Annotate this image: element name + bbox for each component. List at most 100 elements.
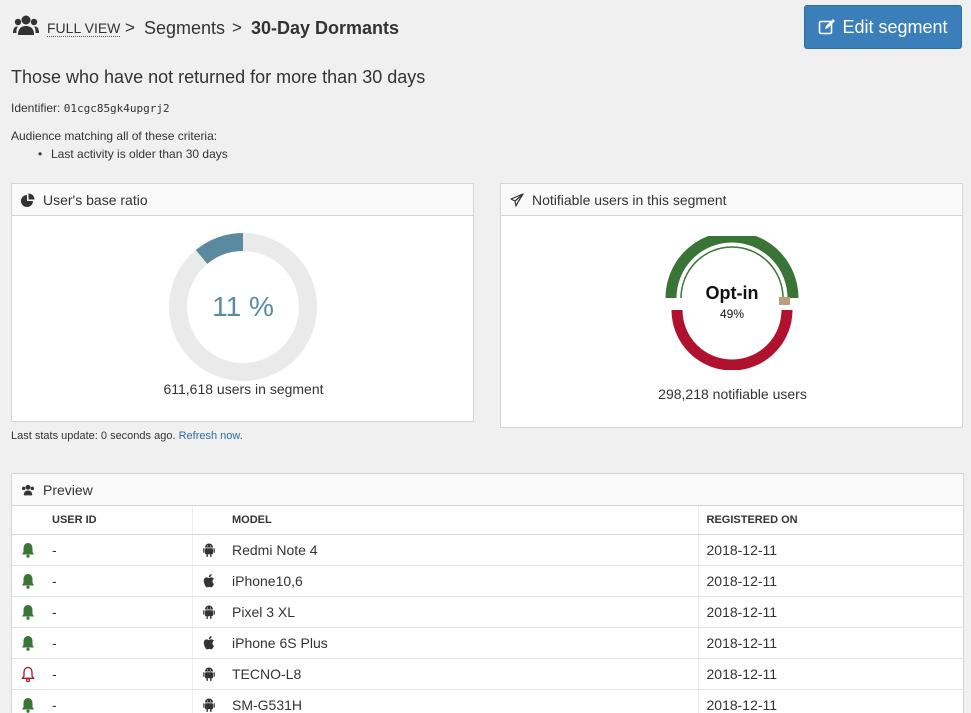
- breadcrumb-segments[interactable]: Segments: [144, 18, 226, 38]
- panel-title: Notifiable users in this segment: [532, 191, 727, 208]
- notifiable-user-count: 298,218 notifiable users: [658, 386, 807, 402]
- registered-cell: 2018-12-11: [697, 565, 963, 597]
- registered-cell: 2018-12-11: [697, 534, 963, 566]
- bell-outline-icon: [21, 666, 35, 682]
- edit-segment-label: Edit segment: [842, 16, 948, 37]
- edit-segment-button[interactable]: Edit segment: [804, 5, 962, 49]
- apple-icon: [203, 573, 214, 587]
- panel-title: User's base ratio: [43, 191, 148, 208]
- registered-cell: 2018-12-11: [697, 596, 963, 628]
- user-id-cell: -: [44, 565, 192, 597]
- edit-icon: [819, 19, 836, 35]
- user-id-cell: -: [44, 689, 192, 713]
- optin-arc: [665, 231, 799, 299]
- segment-identifier: Identifier: 01cgc85gk4upgrj2: [11, 101, 170, 115]
- notifiable-panel: Notifiable users in this segment Opt-in …: [500, 183, 963, 428]
- users-icon: [13, 15, 39, 35]
- android-icon: [202, 667, 215, 681]
- header-os: [191, 506, 224, 535]
- page-title: 30-Day Dormants: [251, 18, 400, 38]
- apple-icon: [203, 635, 214, 649]
- model-cell: iPhone10,6: [224, 565, 698, 597]
- header: FULL VIEW > Segments > 30-Day Dormants E…: [12, 5, 964, 50]
- notif-status-cell: [12, 596, 44, 628]
- criteria-heading: Audience matching all of these criteria:: [11, 129, 218, 143]
- breadcrumb-separator: >: [125, 18, 135, 37]
- panel-header: User's base ratio: [12, 184, 473, 216]
- optin-inner-arc: [680, 246, 784, 299]
- os-cell: [191, 658, 224, 690]
- os-cell: [191, 689, 224, 713]
- stats-update: Last stats update: 0 seconds ago. Refres…: [11, 430, 243, 442]
- ratio-percent: 11 %: [212, 291, 274, 322]
- table-row[interactable]: - SM-G531H 2018-12-11: [12, 689, 963, 713]
- identifier-value: 01cgc85gk4upgrj2: [63, 102, 170, 115]
- model-cell: TECNO-L8: [224, 658, 698, 690]
- segment-user-count: 611,618 users in segment: [163, 381, 324, 397]
- header-registered: REGISTERED ON: [697, 506, 963, 535]
- segment-description: Those who have not returned for more tha…: [11, 67, 426, 87]
- notif-status-cell: [12, 565, 44, 597]
- user-id-cell: -: [44, 596, 192, 628]
- model-cell: iPhone 6S Plus: [224, 627, 698, 659]
- bell-icon: [22, 542, 34, 558]
- table-row[interactable]: - Redmi Note 4 2018-12-11: [12, 534, 963, 566]
- bell-icon: [22, 573, 34, 589]
- registered-cell: 2018-12-11: [697, 627, 963, 659]
- users-icon: [21, 484, 35, 495]
- optin-donut: Opt-in 49%: [665, 231, 799, 371]
- paper-plane-icon: [510, 192, 524, 207]
- os-cell: [191, 596, 224, 628]
- model-cell: SM-G531H: [224, 689, 698, 713]
- optin-percent: 49%: [719, 307, 745, 321]
- android-icon: [202, 543, 215, 557]
- breadcrumb-separator: >: [232, 18, 242, 37]
- android-icon: [202, 698, 215, 712]
- breadcrumb-full-view[interactable]: FULL VIEW: [47, 20, 121, 37]
- bell-icon: [22, 635, 34, 651]
- model-cell: Pixel 3 XL: [224, 596, 698, 628]
- notif-status-cell: [12, 534, 44, 566]
- notif-status-cell: [12, 627, 44, 659]
- model-cell: Redmi Note 4: [224, 534, 698, 566]
- stats-suffix: .: [239, 430, 243, 442]
- bell-icon: [22, 697, 34, 713]
- base-ratio-panel: User's base ratio 11 % 611,618 users in …: [11, 183, 474, 422]
- pie-chart-icon: [21, 193, 35, 207]
- user-id-cell: -: [44, 658, 192, 690]
- stats-update-text: Last stats update: 0 seconds ago.: [11, 430, 176, 442]
- criteria-list: Last activity is older than 30 days: [38, 147, 228, 161]
- preview-table: USER ID MODEL REGISTERED ON - Redmi Note …: [12, 506, 963, 713]
- panel-header: Notifiable users in this segment: [501, 184, 962, 216]
- table-row[interactable]: - TECNO-L8 2018-12-11: [12, 658, 963, 690]
- bell-icon: [22, 604, 34, 620]
- refresh-now-link[interactable]: Refresh now: [178, 430, 240, 442]
- notif-status-cell: [12, 658, 44, 690]
- criteria-item: Last activity is older than 30 days: [38, 147, 228, 161]
- user-id-cell: -: [44, 627, 192, 659]
- header-notif: [12, 506, 44, 535]
- header-user-id: USER ID: [44, 506, 192, 535]
- optin-label: Opt-in: [705, 283, 759, 303]
- table-header-row: USER ID MODEL REGISTERED ON: [12, 506, 963, 535]
- os-cell: [191, 534, 224, 566]
- os-cell: [191, 627, 224, 659]
- preview-panel: Preview USER ID MODEL REGISTERED ON - Red…: [11, 473, 964, 713]
- user-id-cell: -: [44, 534, 192, 566]
- registered-cell: 2018-12-11: [697, 658, 963, 690]
- table-row[interactable]: - iPhone10,6 2018-12-11: [12, 565, 963, 597]
- table-row[interactable]: - Pixel 3 XL 2018-12-11: [12, 596, 963, 628]
- android-icon: [202, 605, 215, 619]
- os-cell: [191, 565, 224, 597]
- panel-title: Preview: [43, 481, 93, 498]
- notif-status-cell: [12, 689, 44, 713]
- ratio-arc: [169, 233, 317, 381]
- optout-arc: [671, 309, 793, 371]
- header-model: MODEL: [224, 506, 698, 535]
- other-segment: [779, 297, 790, 305]
- panel-header: Preview: [12, 474, 963, 506]
- registered-cell: 2018-12-11: [697, 689, 963, 713]
- table-row[interactable]: - iPhone 6S Plus 2018-12-11: [12, 627, 963, 659]
- ratio-donut: 11 %: [166, 230, 320, 384]
- identifier-label: Identifier:: [11, 101, 61, 115]
